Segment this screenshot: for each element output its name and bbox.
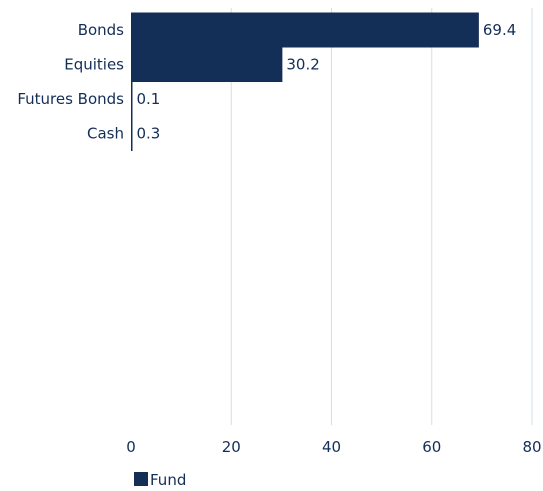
value-label-futures-bonds: 0.1 [137, 90, 161, 108]
x-tick-label-60: 60 [422, 438, 441, 456]
bars [131, 12, 479, 151]
category-labels: Bonds Equities Futures Bonds Cash [17, 21, 124, 143]
bar-futures-bonds [131, 81, 133, 117]
legend-swatch-fund [134, 472, 148, 486]
x-tick-labels: 0 20 40 60 80 [126, 438, 541, 456]
bar-cash [131, 116, 133, 151]
value-labels: 69.4 30.2 0.1 0.3 [137, 21, 517, 143]
category-label-cash: Cash [87, 125, 124, 143]
x-tick-label-0: 0 [126, 438, 136, 456]
bar-bonds [131, 12, 479, 48]
x-tick-label-80: 80 [522, 438, 541, 456]
x-tick-label-40: 40 [322, 438, 341, 456]
grid-lines [230, 8, 533, 425]
value-label-equities: 30.2 [286, 56, 319, 74]
category-label-bonds: Bonds [78, 21, 124, 39]
category-label-equities: Equities [64, 56, 124, 74]
category-label-futures-bonds: Futures Bonds [17, 90, 124, 108]
x-tick-label-20: 20 [222, 438, 241, 456]
bar-equities [131, 47, 283, 82]
legend-label-fund: Fund [150, 471, 186, 489]
legend: Fund [134, 471, 186, 489]
value-label-bonds: 69.4 [483, 21, 516, 39]
value-label-cash: 0.3 [137, 125, 161, 143]
